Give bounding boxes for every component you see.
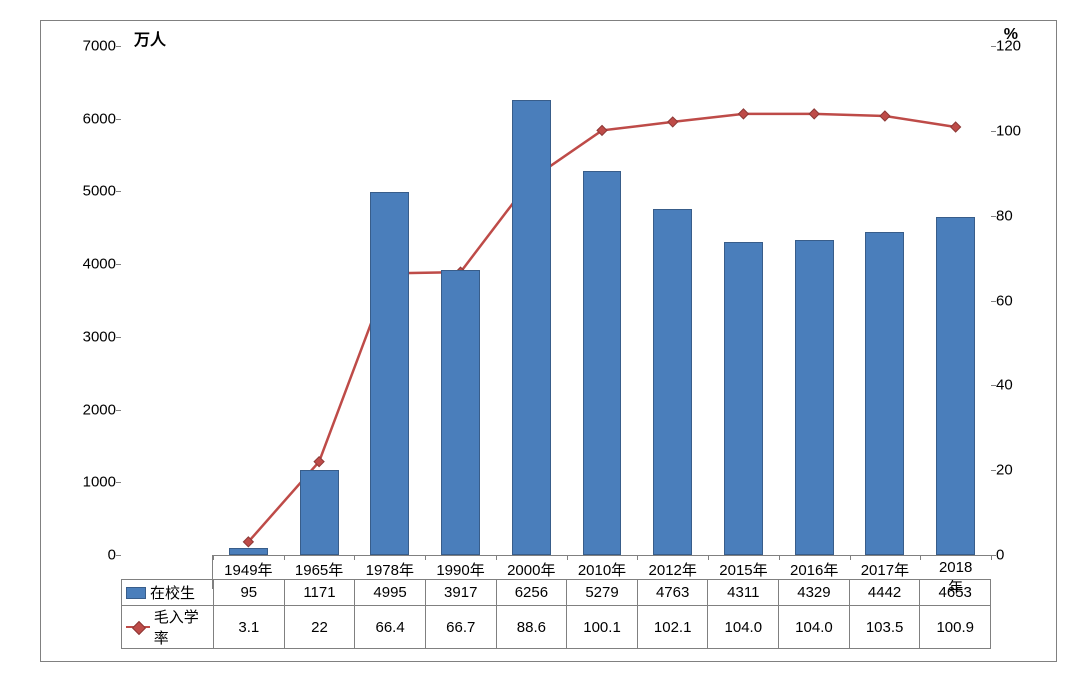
category-label: 1990年 [436, 559, 484, 580]
y-left-tick-label: 2000 [83, 401, 116, 418]
table-cell: 6256 [497, 580, 568, 605]
bar [370, 192, 409, 555]
table-cell: 100.9 [920, 606, 990, 648]
y-left-tick-label: 7000 [83, 38, 116, 55]
category-tick [708, 555, 709, 560]
y-left-tick-label: 4000 [83, 256, 116, 273]
table-row: 毛入学率3.12266.466.788.6100.1102.1104.0104.… [122, 605, 990, 648]
line-marker [951, 122, 961, 132]
category-tick [850, 555, 851, 560]
table-cell: 4442 [850, 580, 921, 605]
line-marker [809, 109, 819, 119]
table-cell: 22 [285, 606, 356, 648]
table-cell: 4311 [708, 580, 779, 605]
table-cell: 5279 [567, 580, 638, 605]
category-tick [567, 555, 568, 560]
y-right-tick-label: 20 [996, 462, 1013, 479]
y-left-tick-mark [116, 119, 121, 120]
legend-bar-icon [126, 587, 146, 599]
category-tick [920, 555, 921, 560]
bar [724, 242, 763, 555]
data-table: 在校生 9511714995391762565279476343114329444… [121, 579, 991, 649]
table-cell: 104.0 [708, 606, 779, 648]
category-label: 2015年 [719, 559, 767, 580]
y-left-tick-mark [116, 555, 121, 556]
bar [512, 100, 551, 555]
y-left-tick-mark [116, 191, 121, 192]
line-marker [738, 109, 748, 119]
y-left-tick-mark [116, 46, 121, 47]
category-tick [354, 555, 355, 560]
y-right-tick-label: 80 [996, 207, 1013, 224]
table-cell: 4995 [355, 580, 426, 605]
table-cell: 104.0 [779, 606, 850, 648]
table-row-header: 在校生 [122, 580, 214, 605]
bar [441, 270, 480, 555]
category-tick [779, 555, 780, 560]
line-marker [314, 457, 324, 467]
line-marker [880, 111, 890, 121]
y-right-tick-label: 120 [996, 38, 1021, 55]
series-name: 毛入学率 [154, 606, 213, 648]
category-label: 2017年 [861, 559, 909, 580]
table-cell: 4329 [779, 580, 850, 605]
series-name: 在校生 [150, 582, 195, 603]
y-left-tick-mark [116, 482, 121, 483]
category-label: 1978年 [366, 559, 414, 580]
table-cell: 88.6 [497, 606, 568, 648]
line-marker [668, 117, 678, 127]
line-marker [243, 537, 253, 547]
table-cell: 95 [214, 580, 285, 605]
y-left-tick-label: 5000 [83, 183, 116, 200]
y-left-tick-label: 3000 [83, 328, 116, 345]
category-label: 2000年 [507, 559, 555, 580]
category-tick [496, 555, 497, 560]
chart-frame: 万人 % 1949年1965年1978年1990年2000年2010年2012年… [40, 20, 1057, 662]
category-label: 2010年 [578, 559, 626, 580]
table-cell: 102.1 [638, 606, 709, 648]
y-left-tick-mark [116, 264, 121, 265]
y-left-tick-label: 1000 [83, 474, 116, 491]
bar [936, 217, 975, 555]
bar [653, 209, 692, 555]
category-tick [991, 555, 992, 560]
y-right-tick-label: 40 [996, 377, 1013, 394]
bar [300, 470, 339, 555]
legend-line-icon [126, 622, 150, 632]
category-label: 2016年 [790, 559, 838, 580]
y-left-tick-mark [116, 410, 121, 411]
category-label: 2012年 [649, 559, 697, 580]
category-tick [637, 555, 638, 560]
table-cell: 100.1 [567, 606, 638, 648]
bar [229, 548, 268, 555]
table-cell: 3.1 [214, 606, 285, 648]
table-cell: 66.7 [426, 606, 497, 648]
table-cell: 66.4 [355, 606, 426, 648]
y-right-tick-label: 0 [996, 547, 1004, 564]
y-left-tick-mark [116, 337, 121, 338]
table-cell: 103.5 [850, 606, 921, 648]
category-tick [425, 555, 426, 560]
category-label: 1965年 [295, 559, 343, 580]
bar [583, 171, 622, 555]
y-right-tick-label: 60 [996, 292, 1013, 309]
table-cell: 4653 [920, 580, 990, 605]
bar [865, 232, 904, 555]
category-label: 1949年 [224, 559, 272, 580]
table-cell: 4763 [638, 580, 709, 605]
table-cell: 3917 [426, 580, 497, 605]
table-row-header: 毛入学率 [122, 606, 214, 648]
category-tick [213, 555, 214, 560]
line-overlay [121, 46, 991, 555]
line-marker [597, 125, 607, 135]
bar [795, 240, 834, 555]
y-left-tick-label: 0 [108, 547, 116, 564]
plot-area: 1949年1965年1978年1990年2000年2010年2012年2015年… [121, 46, 991, 556]
y-left-tick-label: 6000 [83, 110, 116, 127]
table-cell: 1171 [285, 580, 356, 605]
y-right-tick-label: 100 [996, 122, 1021, 139]
table-row: 在校生 9511714995391762565279476343114329444… [122, 580, 990, 605]
category-tick [284, 555, 285, 560]
